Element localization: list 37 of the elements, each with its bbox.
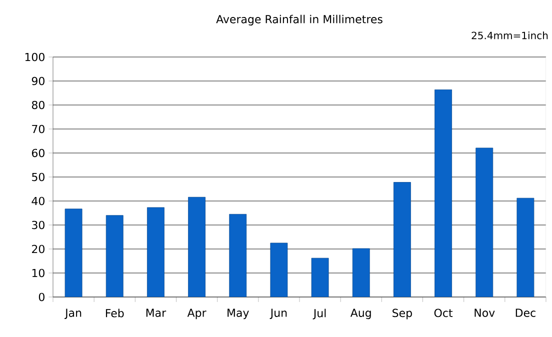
bar: [106, 215, 124, 297]
x-tick-label: Dec: [516, 308, 536, 317]
x-tick-label: Apr: [187, 308, 206, 320]
bar: [311, 258, 329, 297]
y-tick-label: 50: [32, 172, 44, 182]
x-tick-label: Jan: [64, 308, 82, 319]
bar: [188, 196, 206, 297]
y-tick-label: 90: [32, 76, 44, 86]
bar: [394, 182, 411, 297]
bar: [229, 214, 247, 297]
y-tick-label: 40: [32, 196, 44, 206]
y-tick-label: 30: [32, 220, 44, 230]
x-tick-label: Mar: [146, 308, 166, 317]
bar: [270, 242, 288, 297]
y-tick-label: 60: [32, 148, 44, 158]
x-tick-label: Feb: [106, 308, 124, 318]
bar: [352, 248, 370, 297]
y-tick-label: 20: [32, 244, 44, 254]
x-tick-label: Oct: [434, 308, 453, 318]
x-tick-label: Jun: [270, 308, 287, 319]
y-tick-label: 70: [32, 124, 44, 134]
x-tick-label: Nov: [474, 308, 495, 317]
x-tick-label: Aug: [350, 308, 371, 320]
x-tick-label: Sep: [392, 308, 412, 320]
bar: [64, 208, 82, 297]
x-tick-label: May: [228, 308, 249, 320]
chart-title: Average Rainfall in Millimetres: [216, 14, 382, 26]
y-tick-label: 80: [32, 100, 44, 110]
bar: [516, 198, 534, 297]
bar: [476, 148, 494, 297]
bar: [147, 207, 164, 297]
x-tick-label: Jul: [312, 308, 326, 320]
y-tick-label: 0: [38, 292, 44, 302]
y-tick-label: 10: [32, 268, 44, 278]
text: 25.4mm=1inch: [472, 32, 548, 40]
y-tick-label: 100: [25, 52, 44, 62]
bar: [434, 89, 452, 297]
